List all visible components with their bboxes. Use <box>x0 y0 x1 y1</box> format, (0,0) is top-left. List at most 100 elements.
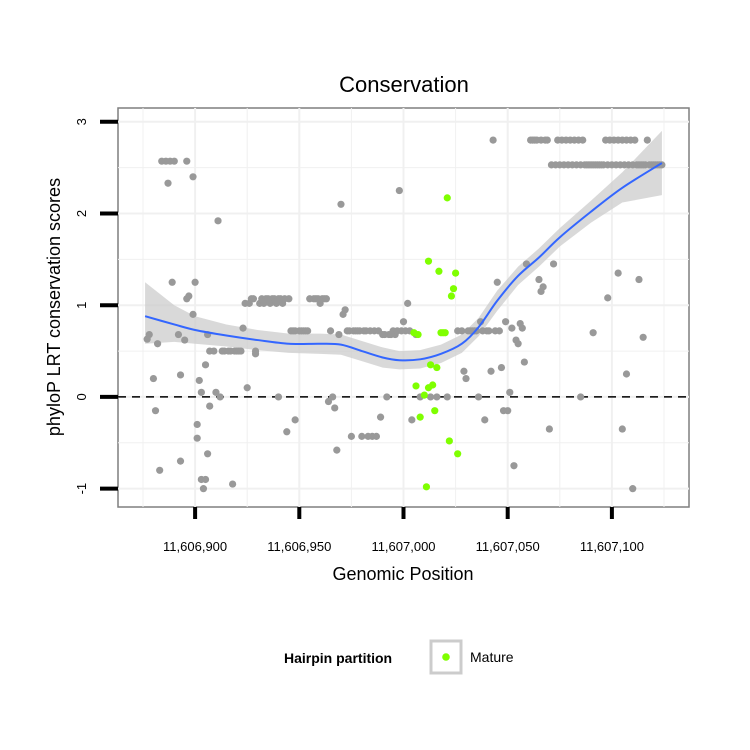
data-point-other <box>216 393 224 401</box>
data-point-other <box>201 475 210 484</box>
data-point-other <box>214 217 222 225</box>
data-point-other <box>322 295 330 303</box>
x-axis: 11,606,900 11,606,950 11,607,000 11,607,050… <box>163 507 644 554</box>
data-point-other <box>145 330 153 339</box>
data-point-other <box>408 416 416 424</box>
x-tick-label: 11,606,950 <box>267 539 331 554</box>
data-point-other <box>508 324 516 332</box>
data-point-other <box>485 327 493 335</box>
data-point-mature <box>420 391 428 399</box>
data-point-mature <box>435 267 443 275</box>
data-point-other <box>189 173 197 181</box>
data-point-other <box>291 416 299 424</box>
data-point-mature <box>449 285 458 293</box>
data-point-other <box>460 367 468 375</box>
other-points <box>143 136 666 493</box>
data-point-other <box>376 413 385 421</box>
data-point-other <box>189 310 197 318</box>
data-point-mature <box>412 382 420 390</box>
x-tick-label: 11,607,100 <box>580 539 644 554</box>
data-point-other <box>639 333 647 341</box>
data-point-other <box>506 388 514 396</box>
data-point-other <box>545 425 553 433</box>
data-point-other <box>462 374 470 383</box>
data-point-other <box>631 136 639 144</box>
data-point-mature <box>445 437 453 445</box>
data-point-other <box>543 136 551 144</box>
data-point-other <box>489 136 497 144</box>
data-point-mature <box>414 330 422 339</box>
data-point-other <box>333 446 341 454</box>
data-point-other <box>195 376 203 385</box>
data-point-other <box>643 136 651 144</box>
data-point-other <box>510 462 518 470</box>
data-point-other <box>404 299 412 307</box>
data-point-mature <box>447 292 456 300</box>
data-point-other <box>168 278 176 286</box>
data-point-other <box>274 393 283 401</box>
data-point-other <box>149 374 158 383</box>
data-point-other <box>164 179 172 187</box>
data-point-other <box>329 393 337 401</box>
data-point-mature <box>431 407 439 415</box>
data-point-other <box>589 329 597 337</box>
data-point-other <box>326 327 335 335</box>
data-point-other <box>399 318 408 326</box>
grid <box>118 108 689 507</box>
data-point-other <box>151 407 160 415</box>
data-point-other <box>495 327 503 335</box>
data-point-other <box>197 388 205 396</box>
data-point-other <box>504 407 512 415</box>
data-point-other <box>474 393 483 401</box>
data-point-mature <box>424 257 433 265</box>
data-point-other <box>622 370 631 378</box>
data-point-mature <box>433 363 441 372</box>
data-point-other <box>156 466 164 474</box>
data-point-other <box>153 340 162 348</box>
x-tick-label: 11,606,900 <box>163 539 227 554</box>
data-point-other <box>535 275 543 284</box>
data-point-mature <box>451 269 460 277</box>
data-point-mature <box>443 194 451 202</box>
data-point-other <box>497 363 506 372</box>
y-tick-label: 1 <box>74 302 89 309</box>
data-point-other <box>426 393 435 401</box>
data-point-other <box>502 318 510 326</box>
data-point-mature <box>422 483 431 491</box>
data-point-other <box>481 416 489 424</box>
x-tick-label: 11,607,000 <box>371 539 435 554</box>
data-point-other <box>193 420 201 429</box>
data-point-other <box>331 404 339 412</box>
data-point-other <box>579 136 587 144</box>
data-point-other <box>239 324 247 332</box>
data-point-other <box>458 327 466 335</box>
data-point-other <box>199 485 208 493</box>
data-point-other <box>629 485 637 493</box>
data-point-mature <box>441 329 449 337</box>
data-point-other <box>443 393 451 401</box>
data-point-other <box>487 367 495 375</box>
data-point-other <box>212 388 220 396</box>
data-point-other <box>493 278 501 286</box>
data-point-other <box>337 200 345 208</box>
y-axis: -1 0 1 2 3 <box>74 118 118 494</box>
y-tick-label: 3 <box>74 118 89 125</box>
data-point-other <box>304 327 312 335</box>
data-point-mature <box>454 450 462 458</box>
data-point-mature <box>416 413 424 421</box>
data-point-other <box>251 350 260 358</box>
data-point-other <box>372 432 381 440</box>
data-point-other <box>635 275 643 284</box>
data-point-other <box>383 393 391 401</box>
data-point-other <box>170 157 178 165</box>
data-point-other <box>204 450 212 458</box>
data-point-other <box>520 358 528 366</box>
data-point-other <box>285 295 293 303</box>
smooth-layer <box>144 162 663 362</box>
data-point-other <box>185 292 193 300</box>
y-axis-title: phyloP LRT conservation scores <box>44 178 64 436</box>
data-point-other <box>174 330 183 339</box>
legend-mature-swatch <box>442 653 450 661</box>
data-point-other <box>341 306 349 314</box>
